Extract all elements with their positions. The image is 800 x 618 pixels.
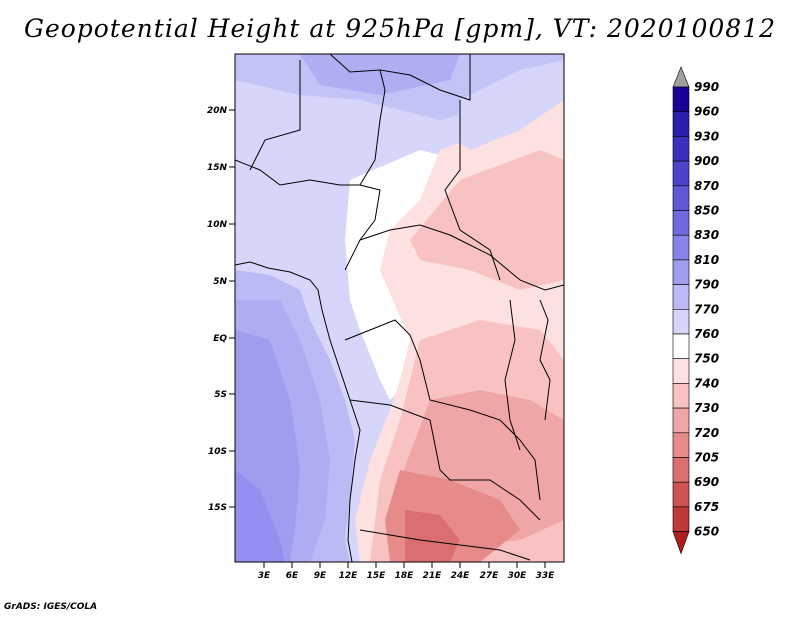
- colorbar-label-675: 675: [694, 500, 719, 514]
- colorbar-label-690: 690: [694, 475, 719, 489]
- colorbar-label-705: 705: [694, 451, 719, 465]
- colorbar-cell-830: [672, 234, 690, 261]
- colorbar: 990 960 930 900 870 850 830 810 790 770 760 750 740 7…: [672, 66, 719, 555]
- lat-label-5s: 5S: [214, 390, 227, 400]
- colorbar-cell-690: [672, 481, 690, 508]
- latitude-axis: 20N 15N 10N 5N EQ 5S 10S 15S: [207, 106, 235, 513]
- lon-label-18e: 18E: [395, 571, 415, 581]
- colorbar-cell-720: [672, 432, 690, 458]
- colorbar-cell-930: [672, 136, 690, 162]
- colorbar-label-990: 990: [694, 80, 719, 94]
- colorbar-top-arrow: [672, 66, 690, 88]
- colorbar-cell-760: [672, 333, 690, 360]
- colorbar-label-850: 850: [694, 204, 719, 218]
- lat-label-10s: 10S: [208, 447, 227, 457]
- colorbar-label-740: 740: [694, 376, 719, 390]
- geopotential-field: [235, 54, 564, 562]
- lon-label-12e: 12E: [339, 571, 359, 581]
- map-frame: [234, 53, 565, 563]
- colorbar-cell-990: [672, 86, 690, 113]
- colorbar-label-730: 730: [694, 401, 719, 415]
- lon-label-24e: 24E: [451, 571, 471, 581]
- colorbar-cell-870: [672, 185, 690, 211]
- longitude-axis: 3E 6E 9E 12E 15E 18E 21E 24E 27E 30E 33E: [258, 562, 555, 581]
- colorbar-cell-960: [672, 111, 690, 137]
- colorbar-label-930: 930: [694, 129, 719, 143]
- colorbar-cell-810: [672, 259, 690, 285]
- colorbar-cell-650: [672, 531, 690, 555]
- lon-label-3e: 3E: [258, 571, 271, 581]
- colorbar-label-650: 650: [694, 525, 719, 539]
- colorbar-label-830: 830: [694, 228, 719, 242]
- colorbar-label-810: 810: [694, 253, 719, 267]
- colorbar-label-760: 760: [694, 327, 719, 341]
- colorbar-label-720: 720: [694, 426, 719, 440]
- colorbar-label-960: 960: [694, 105, 719, 119]
- colorbar-label-790: 790: [694, 278, 719, 292]
- colorbar-cell-750: [672, 358, 690, 384]
- colorbar-cell-790: [672, 284, 690, 310]
- colorbar-cell-705: [672, 457, 690, 483]
- colorbar-cell-740: [672, 383, 690, 409]
- lat-label-5n: 5N: [213, 277, 227, 287]
- credit-label: GrADS: IGES/COLA: [4, 602, 98, 612]
- lon-label-27e: 27E: [480, 571, 500, 581]
- lon-label-21e: 21E: [423, 571, 443, 581]
- colorbar-cell-770: [672, 308, 690, 335]
- colorbar-label-870: 870: [694, 179, 719, 193]
- lon-label-33e: 33E: [536, 571, 556, 581]
- lat-label-15s: 15S: [208, 503, 227, 513]
- colorbar-cell-730: [672, 407, 690, 434]
- country-borders: [235, 54, 564, 562]
- lon-label-9e: 9E: [314, 571, 327, 581]
- lon-label-30e: 30E: [508, 571, 528, 581]
- colorbar-label-750: 750: [694, 352, 719, 366]
- map-title: Geopotential Height at 925hPa [gpm], VT:…: [23, 14, 777, 43]
- lat-label-eq: EQ: [213, 334, 227, 344]
- lat-label-10n: 10N: [207, 220, 228, 230]
- colorbar-cell-850: [672, 210, 690, 236]
- colorbar-cell-900: [672, 160, 690, 187]
- colorbar-label-900: 900: [694, 154, 719, 168]
- lon-label-15e: 15E: [367, 571, 387, 581]
- lat-label-15n: 15N: [207, 163, 228, 173]
- colorbar-label-770: 770: [694, 302, 719, 316]
- lon-label-6e: 6E: [286, 571, 299, 581]
- lat-label-20n: 20N: [207, 106, 228, 116]
- colorbar-cell-675: [672, 506, 690, 532]
